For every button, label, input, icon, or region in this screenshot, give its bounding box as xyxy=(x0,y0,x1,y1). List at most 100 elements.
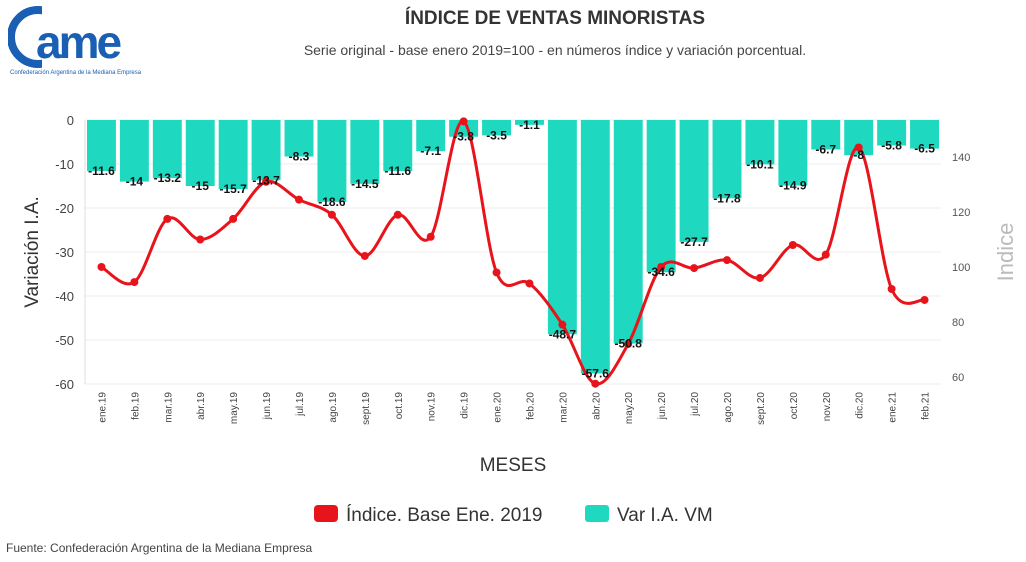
bar-ago.19 xyxy=(317,120,347,202)
bar-label: -13.2 xyxy=(154,171,182,185)
source-note: Fuente: Confederación Argentina de la Me… xyxy=(6,541,313,555)
x-tick-label: mar.19 xyxy=(163,392,174,423)
index-point-mar.20 xyxy=(558,320,567,329)
bar-label: -57.6 xyxy=(582,366,610,380)
bar-jun.20 xyxy=(646,120,676,273)
x-tick-label: feb.19 xyxy=(130,392,141,420)
bar-sept.20 xyxy=(745,120,775,165)
bar-label: -3.8 xyxy=(453,130,474,144)
bar-may.19 xyxy=(218,120,248,190)
x-tick-label: nov.20 xyxy=(822,392,833,422)
index-point-dic.19 xyxy=(459,117,468,126)
bar-may.20 xyxy=(613,120,643,344)
bar-label: -34.6 xyxy=(647,265,675,279)
bar-feb.20 xyxy=(515,120,544,125)
bar-ene.20 xyxy=(482,120,511,136)
bar-label: -11.6 xyxy=(88,164,115,178)
bar-nov.20 xyxy=(811,120,841,150)
y-tick-left: -40 xyxy=(55,289,74,304)
bar-label: -14 xyxy=(126,175,144,189)
bar-nov.19 xyxy=(416,120,446,152)
index-point-may.19 xyxy=(229,214,238,223)
x-tick-label: jun.19 xyxy=(262,392,273,421)
legend-swatch-index[interactable] xyxy=(314,505,338,522)
y-tick-left: -50 xyxy=(55,333,74,348)
bar-feb.19 xyxy=(119,120,149,182)
x-tick-label: may.19 xyxy=(229,392,240,424)
index-point-feb.21 xyxy=(920,295,929,304)
index-point-dic.20 xyxy=(854,143,863,152)
x-tick-label: oct.19 xyxy=(394,392,405,420)
x-tick-label: abr.19 xyxy=(196,392,207,420)
bar-label: -5.8 xyxy=(881,139,902,153)
x-axis-label: MESES xyxy=(480,455,547,476)
index-point-jul.20 xyxy=(690,264,699,273)
x-tick-label: jul.20 xyxy=(690,392,701,417)
y-tick-right: 80 xyxy=(952,317,964,329)
bar-label: -3.5 xyxy=(486,128,507,142)
index-point-oct.19 xyxy=(393,210,402,219)
bar-label: -8 xyxy=(853,148,864,162)
index-point-ene.19 xyxy=(97,262,106,271)
index-point-mar.19 xyxy=(163,214,172,223)
x-tick-label: ene.20 xyxy=(493,392,504,423)
bar-label: -15.7 xyxy=(219,182,247,196)
bar-abr.19 xyxy=(185,120,215,186)
bar-jun.19 xyxy=(251,120,281,181)
bar-ago.20 xyxy=(712,120,742,199)
bar-label: -48.7 xyxy=(549,327,577,341)
x-tick-label: ene.19 xyxy=(97,392,108,423)
x-tick-label: jul.19 xyxy=(295,392,306,417)
y-tick-right: 60 xyxy=(952,372,964,384)
legend-swatch-var[interactable] xyxy=(585,505,609,522)
x-tick-label: dic.20 xyxy=(855,392,866,419)
chart-subtitle: Serie original - base enero 2019=100 - e… xyxy=(303,42,807,58)
index-point-ene.21 xyxy=(887,284,896,293)
bar-label: -17.8 xyxy=(713,191,741,205)
x-tick-label: sept.20 xyxy=(756,392,767,425)
chart-title: ÍNDICE DE VENTAS MINORISTAS xyxy=(404,8,706,29)
bar-label: -6.5 xyxy=(914,142,935,156)
index-point-ago.20 xyxy=(723,256,731,265)
legend-label-var: Var I.A. VM xyxy=(617,505,713,526)
y-axis-right-label: Indice xyxy=(993,223,1018,282)
index-point-may.20 xyxy=(624,339,633,348)
index-point-feb.19 xyxy=(130,278,139,287)
bar-label: -15 xyxy=(192,179,210,193)
x-tick-label: nov.19 xyxy=(427,392,438,422)
x-tick-label: oct.20 xyxy=(789,392,800,420)
bar-label: -1.1 xyxy=(519,118,540,132)
x-tick-label: sept.19 xyxy=(361,392,372,425)
bar-label: -10.1 xyxy=(746,157,774,171)
index-point-jun.20 xyxy=(657,262,666,271)
bar-label: -18.6 xyxy=(318,195,346,209)
y-tick-left: -10 xyxy=(55,157,74,172)
index-point-nov.20 xyxy=(821,250,830,259)
index-point-jul.19 xyxy=(295,195,303,204)
index-point-abr.19 xyxy=(196,235,205,244)
bar-jul.19 xyxy=(284,120,314,157)
svg-text:ame: ame xyxy=(36,16,121,68)
bar-label: -7.1 xyxy=(420,144,441,158)
bar-label: -8.3 xyxy=(289,150,310,164)
x-tick-label: ago.20 xyxy=(723,392,734,423)
bar-label: -27.7 xyxy=(680,235,708,249)
y-tick-left: -30 xyxy=(55,245,74,260)
index-point-abr.20 xyxy=(591,379,600,388)
legend: Índice. Base Ene. 2019 Var I.A. VM xyxy=(314,505,713,526)
bar-oct.19 xyxy=(383,120,413,172)
bar-ene.21 xyxy=(877,120,907,146)
index-point-ago.19 xyxy=(327,210,336,219)
x-tick-label: feb.20 xyxy=(525,392,536,420)
logo-tagline: Confederación Argentina de la Mediana Em… xyxy=(10,70,142,76)
index-point-jun.19 xyxy=(262,177,271,186)
bar-label: -14.9 xyxy=(779,179,807,193)
y-tick-left: 0 xyxy=(67,113,74,128)
index-point-ene.20 xyxy=(492,268,501,277)
bar-label: -13.7 xyxy=(252,173,280,187)
bar-feb.21 xyxy=(910,120,939,149)
index-line xyxy=(100,119,926,386)
y-tick-left: -20 xyxy=(55,201,74,216)
index-point-nov.19 xyxy=(426,232,435,241)
